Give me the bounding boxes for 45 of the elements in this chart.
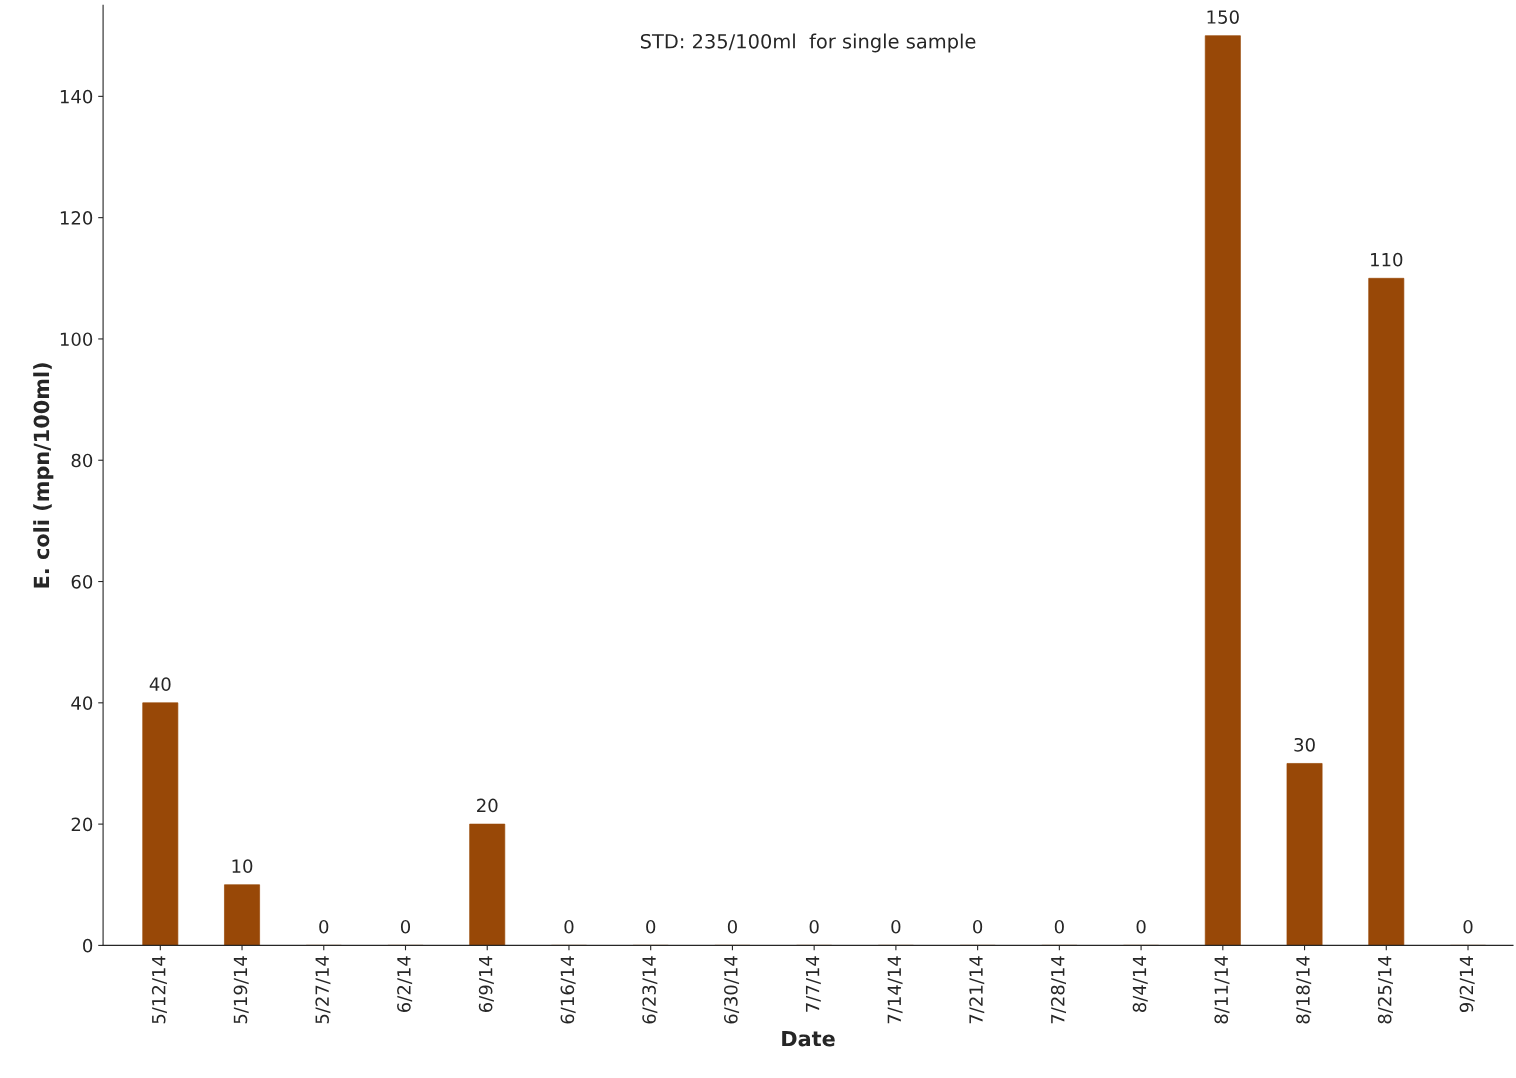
data-label: 40 xyxy=(149,677,171,691)
y-tick-label: 100 xyxy=(60,332,93,347)
x-tick-label: 5/27/14 xyxy=(315,956,331,1024)
y-tick-label: 20 xyxy=(71,817,93,832)
x-tick-label: 8/11/14 xyxy=(1214,956,1230,1024)
y-tick-label: 80 xyxy=(71,453,93,468)
y-tick-label: 40 xyxy=(71,696,93,710)
x-tick-label: 7/7/14 xyxy=(805,956,821,1012)
data-label: 0 xyxy=(1136,919,1146,934)
x-axis-title: Date xyxy=(782,1030,835,1047)
data-label: 0 xyxy=(809,919,819,934)
data-label: 10 xyxy=(232,859,253,873)
x-tick-label: 8/4/14 xyxy=(1132,956,1148,1013)
data-label: 0 xyxy=(1463,919,1473,934)
x-tick-label: 5/19/14 xyxy=(233,956,249,1024)
data-label: 30 xyxy=(1294,737,1315,752)
data-label: 110 xyxy=(1371,252,1403,267)
data-label: 0 xyxy=(319,919,329,934)
x-tick-label: 5/12/14 xyxy=(151,956,167,1024)
x-tick-label: 6/30/14 xyxy=(724,956,740,1024)
y-tick-label: 60 xyxy=(71,574,93,589)
data-label: 0 xyxy=(400,919,411,934)
annotation: STD: 235/100ml for single sample xyxy=(640,33,976,53)
x-tick-label: 6/16/14 xyxy=(560,956,576,1024)
x-tick-label: 7/28/14 xyxy=(1050,956,1067,1024)
data-label: 0 xyxy=(564,919,574,934)
y-tick-label: 140 xyxy=(60,89,93,104)
data-label: 20 xyxy=(477,798,498,813)
x-tick-label: 7/14/14 xyxy=(887,956,903,1024)
y-tick-label: 0 xyxy=(83,938,93,953)
data-label: 0 xyxy=(727,919,737,934)
data-label: 0 xyxy=(646,919,656,934)
x-tick-label: 6/9/14 xyxy=(478,956,494,1012)
y-axis-title: E. coli (mpn/100ml) xyxy=(33,363,54,588)
y-tick-label: 120 xyxy=(60,211,93,225)
x-tick-label: 7/21/14 xyxy=(969,956,985,1024)
x-tick-label: 8/18/14 xyxy=(1296,956,1312,1024)
data-label: 0 xyxy=(891,919,901,934)
data-label: 150 xyxy=(1207,10,1239,24)
x-tick-label: 6/23/14 xyxy=(642,956,658,1024)
data-label: 0 xyxy=(973,919,983,934)
x-tick-label: 9/2/14 xyxy=(1459,956,1475,1013)
x-tick-label: 8/25/14 xyxy=(1377,956,1393,1024)
data-label: 0 xyxy=(1054,919,1064,934)
x-tick-label: 6/2/14 xyxy=(397,956,413,1012)
